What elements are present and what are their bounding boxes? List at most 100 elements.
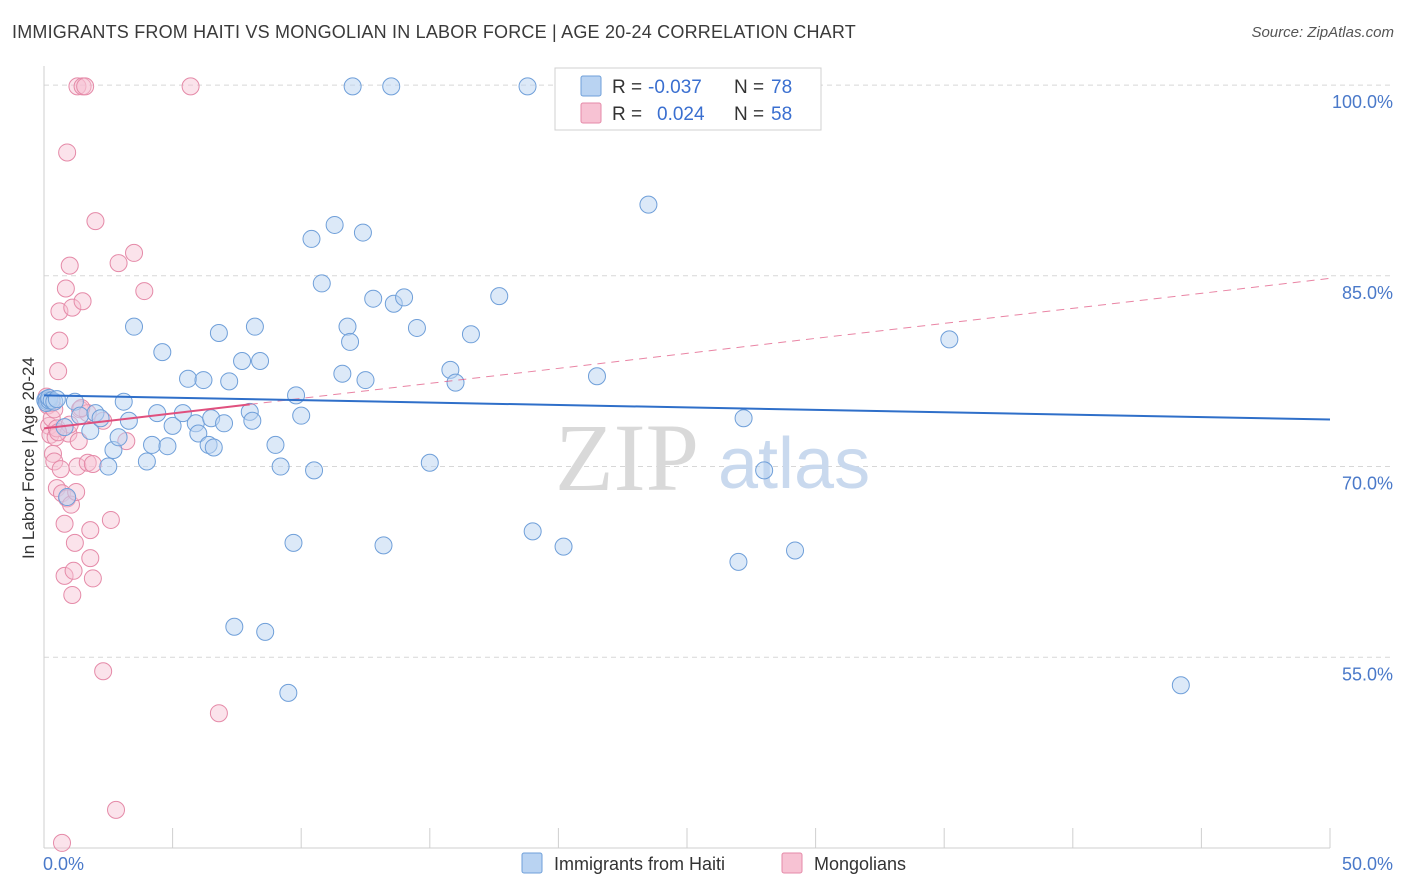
mongolians-point [51, 460, 70, 479]
haiti-point [374, 536, 393, 555]
haiti-point [734, 409, 753, 428]
mongolians-point [73, 292, 92, 311]
haiti-point [189, 424, 208, 443]
haiti-point [71, 406, 90, 425]
series-legend: Immigrants from Haiti Mongolians [521, 852, 906, 874]
haiti-point [490, 287, 509, 306]
haiti-point [786, 541, 805, 560]
mongolians-point [86, 212, 105, 231]
mongolians-point [49, 362, 68, 381]
haiti-point [256, 622, 275, 641]
legend-swatch-mongol [580, 102, 602, 124]
mongolians-point [63, 298, 82, 317]
haiti-point [395, 288, 414, 307]
haiti-point [292, 406, 311, 425]
source-label: Source: ZipAtlas.com [1251, 24, 1394, 41]
legend-r-value-1: -0.037 [648, 77, 702, 98]
mongolians-point [107, 800, 126, 819]
mongolians-point [69, 432, 88, 451]
legend-n-value-1: 78 [771, 77, 792, 98]
haiti-points [36, 77, 1190, 702]
haiti-point [940, 330, 959, 349]
haiti-point [338, 317, 357, 336]
watermark-zip: ZIP [555, 404, 699, 511]
mongolians-point [53, 833, 72, 852]
mongolians-point [125, 243, 144, 262]
haiti-point [325, 215, 344, 234]
trend-lines [43, 277, 1331, 430]
haiti-point [341, 332, 360, 351]
mongolians-point [55, 514, 74, 533]
haiti-point [204, 438, 223, 457]
mongolians-point [109, 254, 128, 273]
haiti-point [446, 373, 465, 392]
haiti-point [518, 77, 537, 96]
chart-title: IMMIGRANTS FROM HAITI VS MONGOLIAN IN LA… [12, 22, 856, 42]
mongolians-point [65, 533, 84, 552]
haiti-point [287, 386, 306, 405]
mongolians-point [63, 585, 82, 604]
legend-r-value-2: 0.024 [657, 104, 705, 125]
y-tick-label-0: 100.0% [1332, 92, 1393, 112]
haiti-point [245, 317, 264, 336]
mongolians-point [135, 282, 154, 301]
x-tick-labels: 0.0% 50.0% [43, 854, 1393, 874]
watermark-atlas: atlas [718, 424, 870, 504]
mongolians-point [60, 256, 79, 275]
haiti-point [179, 369, 198, 388]
mongolians-point [181, 77, 200, 96]
haiti-point [220, 372, 239, 391]
x-tick-label-1: 50.0% [1342, 854, 1393, 874]
haiti-point [99, 457, 118, 476]
watermark: ZIP atlas [555, 404, 870, 511]
haiti-point [225, 617, 244, 636]
y-tick-label-2: 70.0% [1342, 474, 1393, 494]
haiti-point [271, 457, 290, 476]
legend-n-value-2: 58 [771, 104, 792, 125]
mongolians-point [101, 510, 120, 529]
x-tick-label-0: 0.0% [43, 854, 84, 874]
haiti-point [312, 274, 331, 293]
haiti-point [587, 367, 606, 386]
mongolians-point [50, 331, 69, 350]
haiti-point [333, 364, 352, 383]
mongolians-point [45, 452, 64, 471]
haiti-point [420, 453, 439, 472]
bottom-swatch-haiti [521, 852, 543, 874]
legend-n-label-1: N = [734, 77, 764, 98]
haiti-point [243, 411, 262, 430]
mongolians-point [55, 566, 74, 585]
mongolians-point [209, 704, 228, 723]
legend-n-label-2: N = [734, 104, 764, 125]
haiti-point [343, 77, 362, 96]
haiti-point [194, 371, 213, 390]
haiti-point [1171, 676, 1190, 695]
haiti-point [209, 324, 228, 343]
axes [43, 66, 1331, 849]
mongolians-point [68, 77, 87, 96]
haiti-point [353, 223, 372, 242]
mongolians-trend-solid [43, 403, 250, 430]
haiti-point [251, 351, 270, 370]
haiti-point [148, 404, 167, 423]
haiti-point [125, 317, 144, 336]
haiti-point [755, 461, 774, 480]
legend-swatch-haiti [580, 75, 602, 97]
haiti-point [109, 428, 128, 447]
haiti-point [407, 318, 426, 337]
haiti-point [729, 552, 748, 571]
bottom-swatch-mongol [781, 852, 803, 874]
y-tick-label-3: 55.0% [1342, 664, 1393, 684]
mongolians-points [37, 77, 228, 852]
haiti-point [302, 229, 321, 248]
mongolians-point [58, 143, 77, 162]
haiti-point [364, 289, 383, 308]
haiti-point [233, 351, 252, 370]
haiti-point [119, 411, 138, 430]
haiti-point [305, 461, 324, 480]
grid-lines [44, 84, 1390, 658]
y-tick-labels: 100.0% 85.0% 70.0% 55.0% [1332, 92, 1393, 684]
mongolians-point [94, 662, 113, 681]
bottom-legend-mongol: Mongolians [814, 854, 906, 874]
